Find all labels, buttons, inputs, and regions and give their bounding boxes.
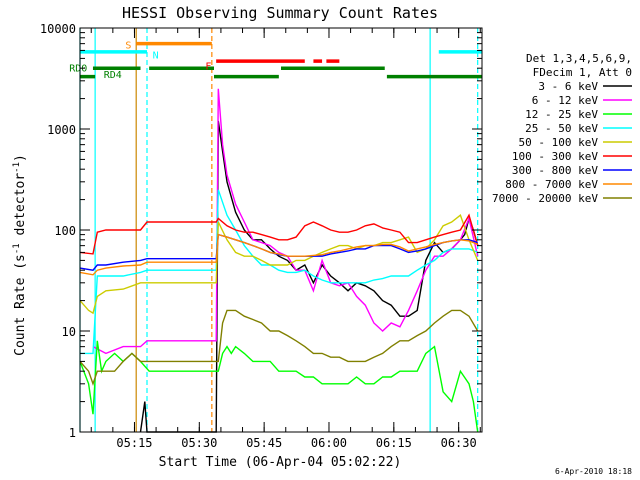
chart-title: HESSI Observing Summary Count Rates bbox=[122, 4, 438, 22]
series-line-100-300-kev bbox=[79, 213, 479, 255]
x-tick-label: 05:15 bbox=[116, 436, 152, 450]
y-tick-label: 1 bbox=[69, 426, 76, 440]
axes: 1 10 100 1000 10000 05:15 05:30 05:45 06:00 06:15… bbox=[40, 22, 483, 450]
state-label-rd4: RD4 bbox=[104, 70, 122, 81]
x-tick-label: 06:15 bbox=[376, 436, 412, 450]
legend-label-6-12-kev: 6 - 12 keV bbox=[532, 94, 599, 107]
y-axis-label-sup2: -1 bbox=[12, 162, 22, 173]
x-tick-label: 06:30 bbox=[441, 436, 477, 450]
series-line-3-6-kev bbox=[139, 120, 479, 433]
legend-label-300-800-kev: 300 - 800 keV bbox=[512, 164, 598, 177]
x-tick-label: 05:30 bbox=[181, 436, 217, 450]
legend-label-100-300-kev: 100 - 300 keV bbox=[512, 150, 598, 163]
x-tick-label: 06:00 bbox=[311, 436, 347, 450]
annotation-layer: S N F RD0 RD4 bbox=[69, 28, 482, 432]
series-line-25-50-kev bbox=[80, 189, 478, 355]
series-line-300-800-kev bbox=[79, 233, 478, 271]
footer-date: 6-Apr-2010 18:18 bbox=[555, 467, 632, 476]
legend: Det 1,3,4,5,6,9, FDecim 1, Att 0 3 - 6 k… bbox=[492, 52, 632, 205]
legend-label-12-25-kev: 12 - 25 keV bbox=[525, 108, 598, 121]
legend-label-800-7000-kev: 800 - 7000 keV bbox=[505, 178, 598, 191]
state-label-n: N bbox=[153, 50, 159, 61]
y-axis-label: Count Rate (s-1 detector-1) bbox=[12, 154, 28, 356]
y-tick-label: 100 bbox=[54, 224, 76, 238]
state-label-rd0: RD0 bbox=[69, 64, 87, 75]
y-tick-label: 1000 bbox=[47, 123, 76, 137]
y-tick-label: 10 bbox=[62, 325, 76, 339]
series-line-800-7000-kev bbox=[79, 233, 478, 276]
y-tick-label: 10000 bbox=[40, 22, 76, 36]
y-axis-label-end: ) bbox=[13, 154, 28, 162]
legend-label-3-6-kev: 3 - 6 keV bbox=[538, 80, 598, 93]
legend-header-line-2: FDecim 1, Att 0 bbox=[533, 66, 632, 79]
series-line-6-12-kev bbox=[92, 88, 479, 355]
x-axis-label: Start Time (06-Apr-04 05:02:22) bbox=[159, 455, 402, 470]
series-layer bbox=[79, 88, 479, 433]
legend-label-25-50-kev: 25 - 50 keV bbox=[525, 122, 598, 135]
series-line-7000-20000-kev bbox=[79, 309, 479, 386]
state-label-f: F bbox=[205, 61, 211, 72]
y-axis-label-mid: detector bbox=[13, 173, 28, 244]
y-axis-label-sup1: -1 bbox=[12, 243, 22, 254]
legend-label-50-100-kev: 50 - 100 keV bbox=[519, 136, 599, 149]
legend-header-line-1: Det 1,3,4,5,6,9, bbox=[526, 52, 632, 65]
x-tick-label: 05:45 bbox=[246, 436, 282, 450]
y-axis-label-main: Count Rate (s bbox=[13, 254, 28, 356]
series-line-12-25-kev bbox=[79, 340, 479, 433]
legend-label-7000-20000-kev: 7000 - 20000 keV bbox=[492, 192, 598, 205]
state-label-s: S bbox=[125, 40, 131, 51]
